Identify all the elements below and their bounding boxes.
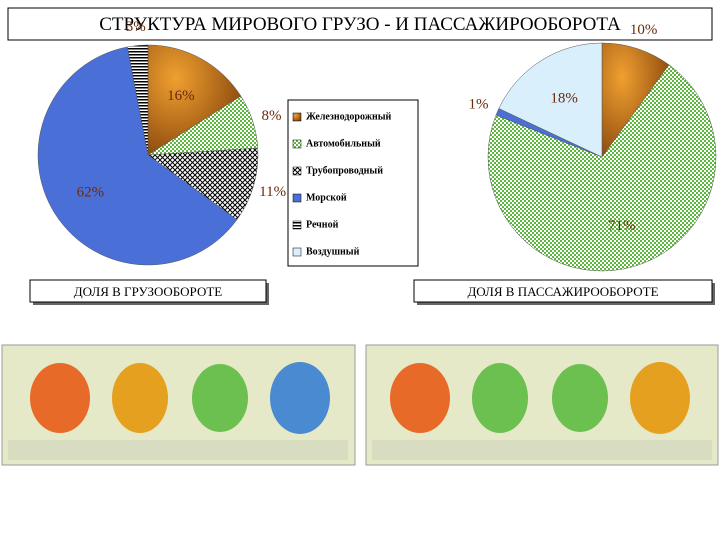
legend-label: Железнодорожный: [306, 111, 392, 122]
pie-slice: [487, 64, 717, 272]
scanned-figure-left: [1, 344, 356, 466]
pie-slice: [147, 44, 242, 156]
pie-slice: [498, 42, 603, 158]
caption-box: [29, 279, 267, 303]
slice-label: 8%: [261, 108, 281, 124]
legend-label: Трубопроводный: [306, 165, 383, 176]
scanned-figure-right: [365, 344, 719, 466]
title-box: [7, 7, 713, 41]
slice-label: 18%: [550, 90, 578, 106]
slice-label: 1%: [469, 97, 489, 113]
legend-swatch: [292, 247, 302, 257]
slide-title: СТРУКТУРА МИРОВОГО ГРУЗО - И ПАССАЖИРООБ…: [99, 14, 621, 35]
pie-slice: [37, 46, 238, 266]
pie-slice: [127, 44, 149, 156]
legend-label: Воздушный: [306, 246, 360, 257]
legend-swatch: [292, 112, 302, 122]
legend-label: Речной: [306, 219, 339, 230]
slice-label: 10%: [630, 22, 658, 38]
chart-caption: ДОЛЯ В ПАССАЖИРООБОРОТЕ: [467, 284, 658, 299]
legend-swatch: [292, 220, 302, 230]
slice-label: 16%: [167, 88, 195, 104]
slice-label: 11%: [259, 184, 286, 200]
slice-label: 62%: [77, 185, 105, 201]
legend-box: [287, 99, 419, 267]
chart-caption: ДОЛЯ В ГРУЗООБОРОТЕ: [74, 284, 222, 299]
legend-swatch: [292, 166, 302, 176]
legend-swatch: [292, 193, 302, 203]
legend-label: Морской: [306, 192, 347, 203]
caption-box: [413, 279, 713, 303]
pie-slice: [601, 42, 670, 158]
legend-swatch: [292, 139, 302, 149]
slice-label: 3%: [126, 19, 146, 35]
slice-label: 71%: [608, 218, 636, 234]
legend-label: Автомобильный: [306, 138, 381, 149]
pie-slice: [147, 147, 259, 221]
legend: Железнодорожный Автомобильный Трубопроводн…: [287, 99, 419, 267]
